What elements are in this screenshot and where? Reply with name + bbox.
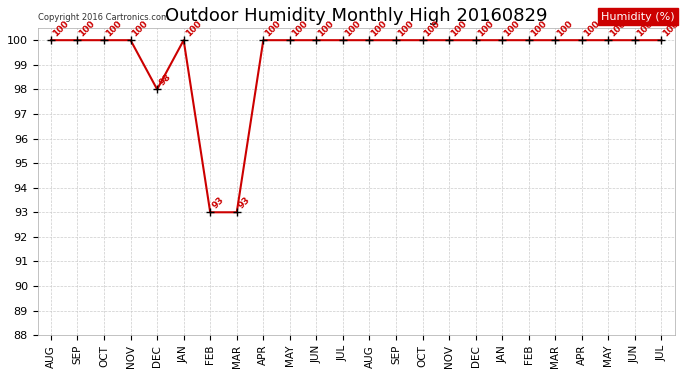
Text: 100: 100	[369, 19, 389, 38]
Text: 100: 100	[104, 19, 124, 38]
Text: 100: 100	[582, 19, 601, 38]
Text: 100: 100	[290, 19, 309, 38]
Text: 100: 100	[609, 19, 628, 38]
Text: 100: 100	[317, 19, 336, 38]
Text: 100: 100	[635, 19, 654, 38]
Text: Humidity (%): Humidity (%)	[601, 12, 675, 22]
Text: 100: 100	[449, 19, 469, 38]
Text: 100: 100	[130, 19, 150, 38]
Text: Copyright 2016 Cartronics.com: Copyright 2016 Cartronics.com	[38, 13, 169, 22]
Text: 93: 93	[210, 195, 226, 210]
Title: Outdoor Humidity Monthly High 20160829: Outdoor Humidity Monthly High 20160829	[165, 7, 547, 25]
Text: 100: 100	[184, 19, 203, 38]
Text: 100: 100	[396, 19, 415, 38]
Text: 100: 100	[475, 19, 495, 38]
Text: 100: 100	[529, 19, 548, 38]
Text: 100: 100	[51, 19, 70, 38]
Text: 100: 100	[343, 19, 362, 38]
Text: 100: 100	[77, 19, 97, 38]
Text: 100: 100	[264, 19, 283, 38]
Text: 93: 93	[237, 195, 252, 210]
Text: 100: 100	[555, 19, 575, 38]
Text: 100: 100	[662, 19, 681, 38]
Text: 100: 100	[502, 19, 522, 38]
Text: 98: 98	[157, 72, 172, 87]
Text: 100: 100	[422, 19, 442, 38]
